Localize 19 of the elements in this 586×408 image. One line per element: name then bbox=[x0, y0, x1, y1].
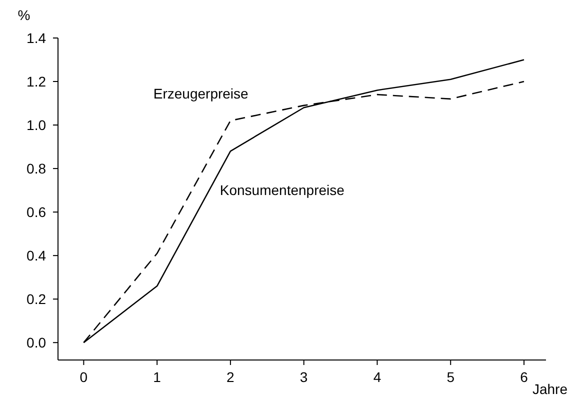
y-axis-title: % bbox=[18, 7, 30, 23]
x-tick-label: 1 bbox=[153, 369, 162, 385]
x-tick-label: 6 bbox=[520, 369, 528, 385]
y-tick-label: 0.4 bbox=[26, 247, 46, 264]
y-tick-label: 1.2 bbox=[26, 73, 46, 90]
y-tick-label: 0.0 bbox=[26, 334, 46, 350]
x-tick-label: 4 bbox=[373, 369, 382, 385]
x-axis-title: Jahre bbox=[532, 381, 568, 397]
x-tick-label: 3 bbox=[300, 369, 308, 385]
y-tick-label: 0.6 bbox=[26, 204, 46, 220]
y-tick-label: 1.4 bbox=[26, 30, 46, 46]
y-tick-label: 0.2 bbox=[26, 290, 46, 307]
y-tick-label: 1.0 bbox=[26, 116, 46, 133]
x-tick-label: 0 bbox=[80, 369, 88, 385]
x-tick-label: 5 bbox=[446, 369, 455, 385]
series-label: Konsumentenpreise bbox=[220, 182, 345, 198]
x-tick-label: 2 bbox=[226, 369, 235, 385]
series-label: Erzeugerpreise bbox=[153, 86, 249, 102]
y-tick-label: 0.8 bbox=[26, 160, 46, 176]
